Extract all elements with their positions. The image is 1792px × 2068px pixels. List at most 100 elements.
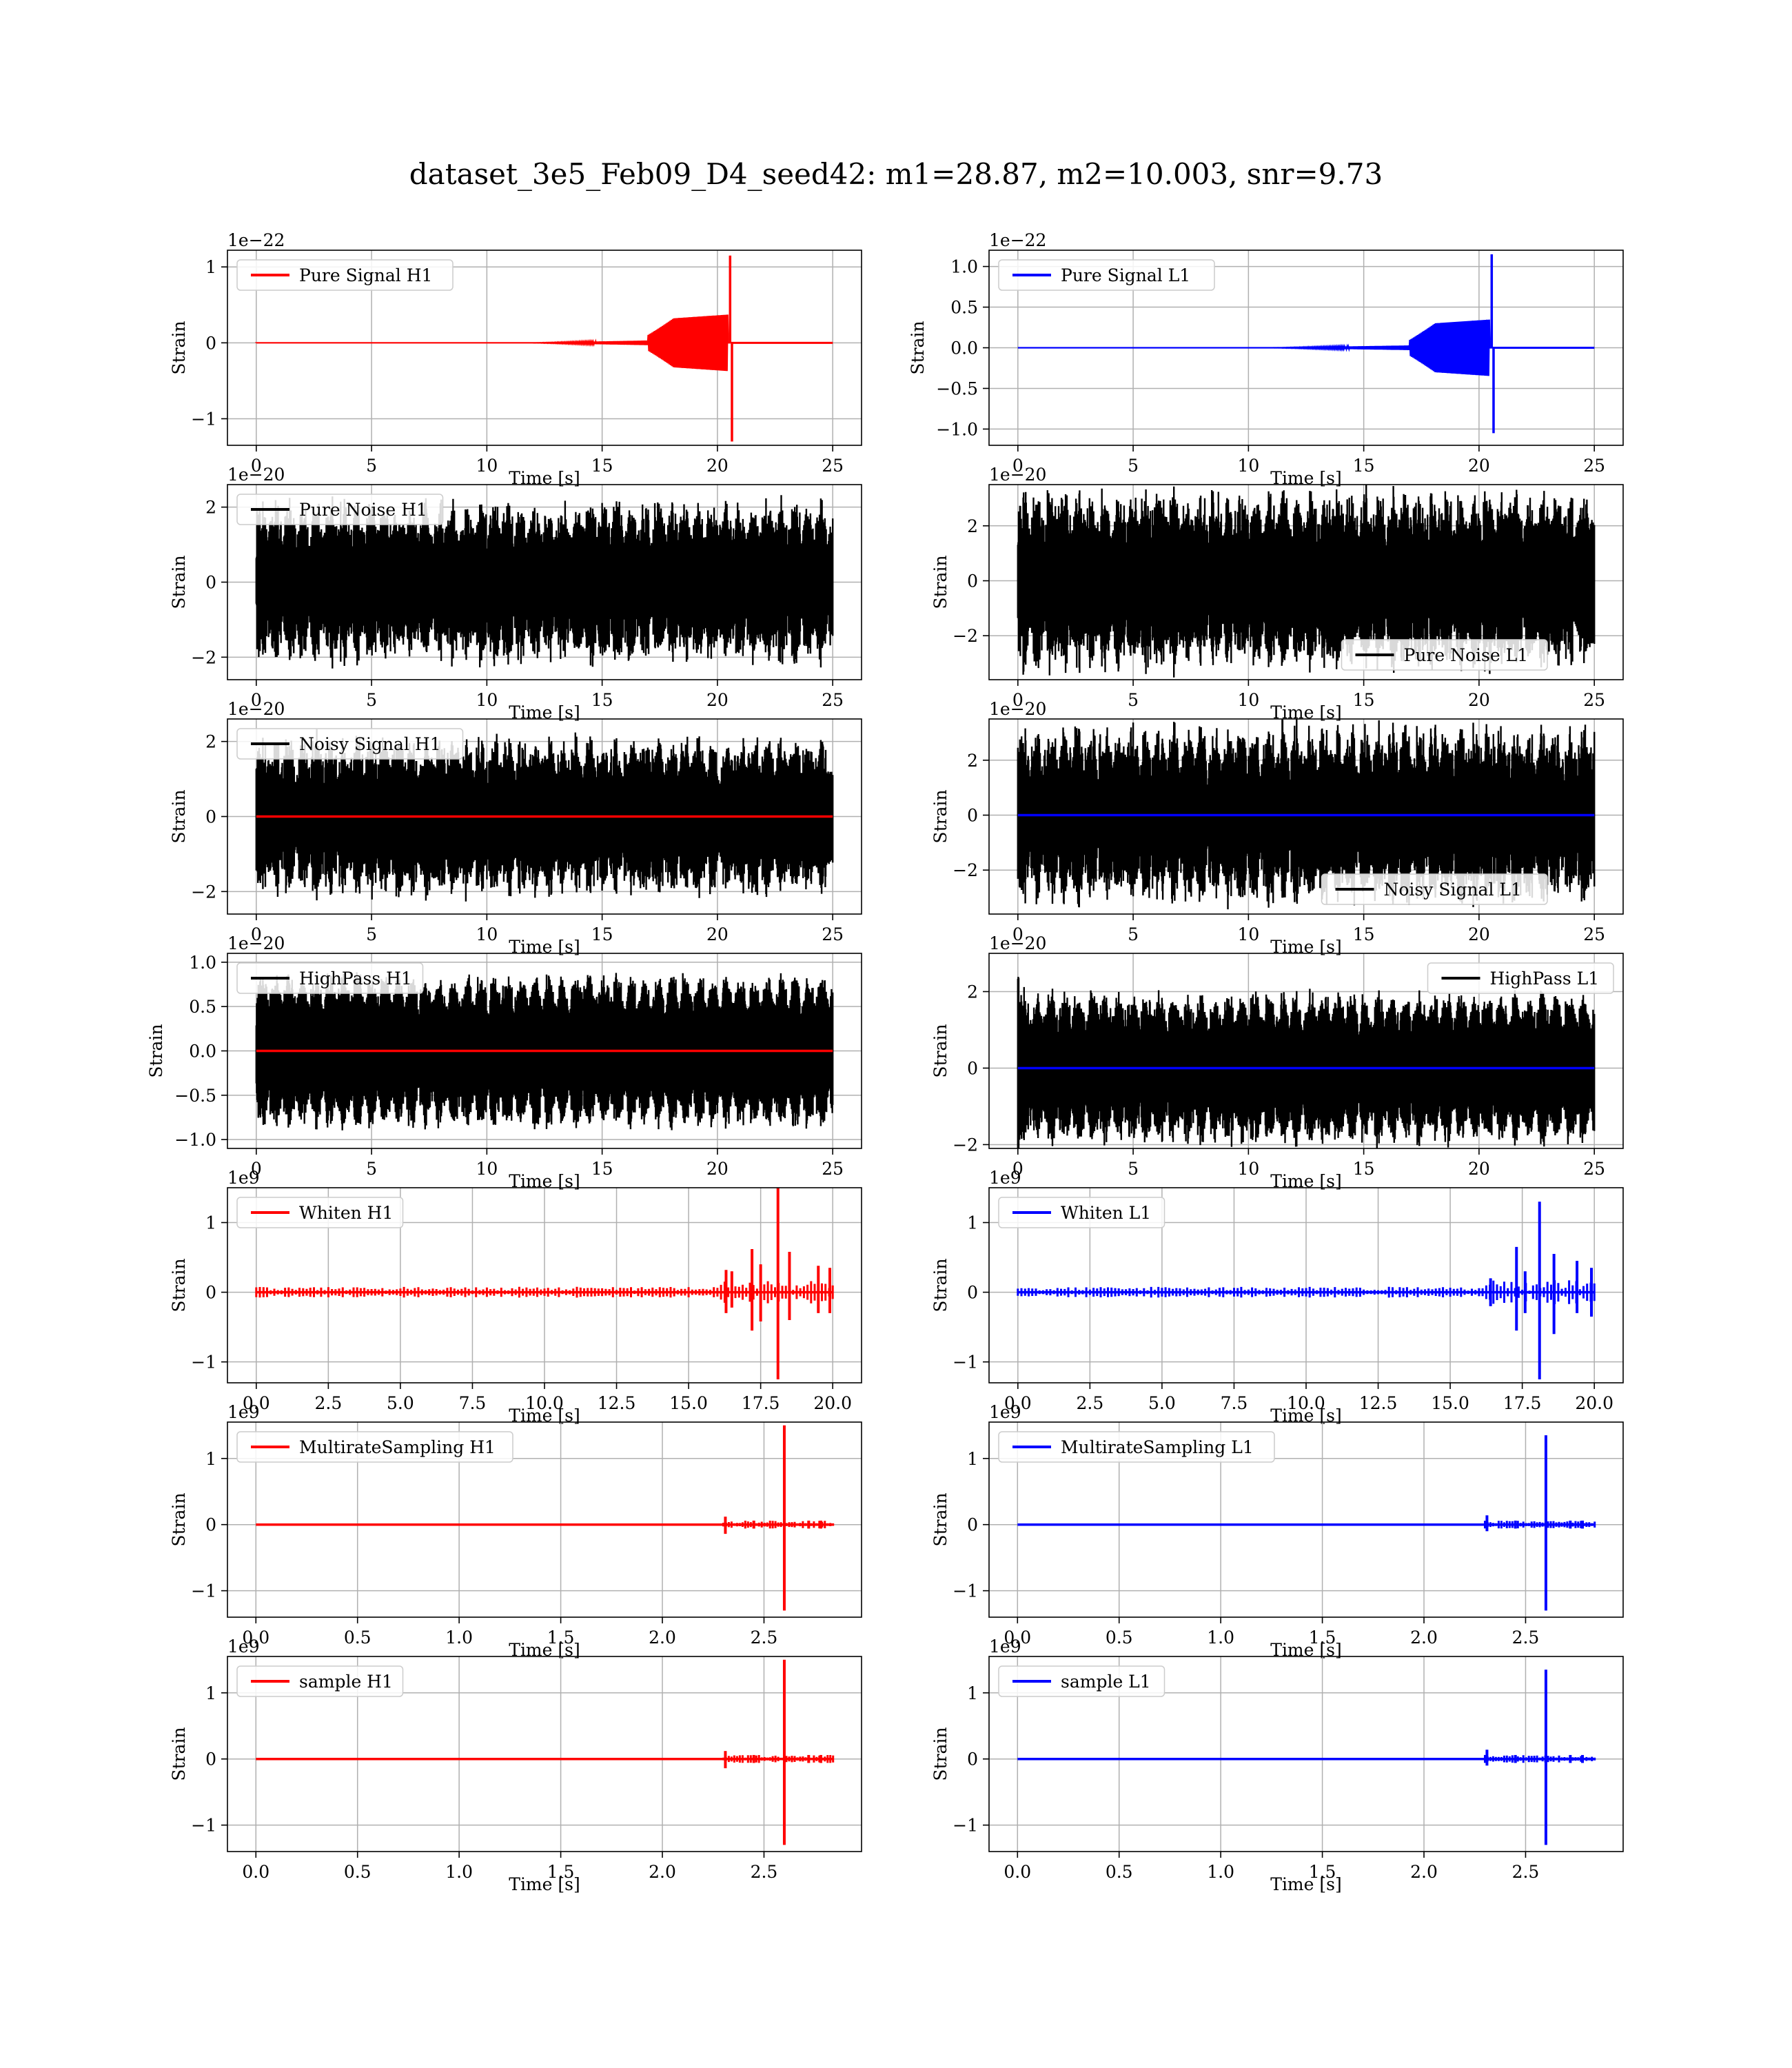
legend-box — [236, 962, 424, 994]
x-tick-label: 7.5 — [1221, 1393, 1248, 1413]
y-axis-label: Strain — [169, 1258, 189, 1312]
y-tick-label: 1 — [205, 257, 216, 277]
y-tick-label: 0.5 — [189, 997, 216, 1017]
axes-frame — [988, 484, 1624, 680]
y-tick-label: −1 — [191, 409, 216, 429]
x-tick-label: 5 — [366, 1159, 377, 1179]
x-tick-label: 25 — [1583, 1159, 1605, 1179]
x-tick-label: 20 — [706, 690, 729, 710]
y-axis-label: Strain — [930, 1492, 950, 1546]
y-tick-label: 0 — [967, 1058, 978, 1078]
x-tick-label: 10 — [1237, 456, 1259, 476]
axis-offset-label: 1e9 — [227, 1168, 260, 1188]
legend: HighPass H1 — [236, 962, 424, 994]
figure-title: dataset_3e5_Feb09_D4_seed42: m1=28.87, m… — [409, 157, 1383, 191]
data-area — [1017, 1202, 1596, 1379]
y-axis-label: Strain — [146, 1024, 166, 1077]
x-tick-label: 1.0 — [445, 1862, 473, 1882]
axes-frame — [988, 953, 1624, 1149]
y-axis-label: Strain — [169, 321, 189, 374]
y-axis-label: Strain — [930, 789, 950, 843]
axes-frame — [988, 1656, 1624, 1852]
legend: Pure Signal L1 — [998, 259, 1215, 291]
y-axis-label: Strain — [169, 555, 189, 609]
data-area — [1017, 1435, 1596, 1611]
y-tick-label: −1 — [191, 1352, 216, 1372]
x-tick-label: 25 — [1583, 690, 1605, 710]
x-tick-label: 1.5 — [547, 1628, 575, 1648]
legend: Noisy Signal H1 — [236, 728, 464, 760]
y-axis-label: Strain — [930, 1024, 950, 1077]
axes-frame — [227, 1421, 862, 1618]
x-tick-label: 1.5 — [1309, 1628, 1336, 1648]
data-area — [1017, 254, 1595, 434]
x-tick-label: 0.0 — [242, 1628, 269, 1648]
x-tick-label: 20.0 — [813, 1393, 852, 1413]
legend: Pure Signal H1 — [236, 259, 454, 291]
y-tick-label: −1.0 — [174, 1130, 216, 1150]
legend-box — [236, 1197, 404, 1228]
legend: Whiten H1 — [236, 1197, 404, 1228]
axis-offset-label: 1e−20 — [989, 699, 1046, 719]
data-area — [1017, 485, 1596, 678]
data-area — [256, 1425, 835, 1611]
y-tick-label: 0.0 — [189, 1042, 216, 1062]
data-area — [1017, 977, 1596, 1148]
legend-label: Noisy Signal L1 — [1384, 880, 1522, 900]
legend-label: Pure Signal L1 — [1061, 265, 1190, 285]
axis-offset-label: 1e−20 — [989, 465, 1046, 485]
x-tick-label: 5 — [366, 924, 377, 944]
legend: MultirateSampling L1 — [998, 1431, 1275, 1463]
y-tick-label: 0 — [205, 1283, 216, 1303]
x-tick-label: 0.5 — [1106, 1862, 1133, 1882]
y-tick-label: −2 — [953, 626, 978, 646]
axis-offset-label: 1e−20 — [227, 465, 285, 485]
panel-sample-l1: 0.0 0.5 1.0 1.5 2.0 2.5 −1 0 1 1e9 Time [s] Strain s… — [930, 1636, 1624, 1894]
x-tick-label: 15 — [1353, 456, 1375, 476]
x-tick-label: 10 — [476, 1159, 498, 1179]
x-tick-label: 0.5 — [1106, 1628, 1133, 1648]
legend: MultirateSampling H1 — [236, 1431, 513, 1463]
x-tick-label: 10 — [476, 690, 498, 710]
axes-frame — [227, 250, 862, 446]
x-tick-label: 20 — [706, 456, 729, 476]
legend-box — [1341, 639, 1548, 671]
legend: sample L1 — [998, 1665, 1165, 1697]
x-tick-label: 10.0 — [525, 1393, 564, 1413]
y-tick-label: −1 — [191, 1816, 216, 1836]
x-tick-label: 20 — [706, 924, 729, 944]
x-tick-label: 5 — [366, 456, 377, 476]
x-tick-label: 25 — [822, 456, 844, 476]
x-tick-label: 0.0 — [1004, 1862, 1031, 1882]
y-tick-label: 2 — [205, 732, 216, 752]
axis-offset-label: 1e9 — [989, 1168, 1021, 1188]
x-tick-label: 0.0 — [1004, 1628, 1031, 1648]
axis-offset-label: 1e−20 — [227, 933, 285, 953]
y-tick-label: 2 — [967, 751, 978, 771]
x-tick-label: 2.5 — [314, 1393, 342, 1413]
x-tick-label: 0 — [251, 690, 262, 710]
legend-box — [236, 728, 464, 760]
legend-box — [1321, 873, 1548, 905]
axis-offset-label: 1e9 — [227, 1402, 260, 1422]
x-tick-label: 20 — [1468, 690, 1490, 710]
y-tick-label: 1 — [205, 1213, 216, 1233]
y-tick-label: −1 — [953, 1816, 978, 1836]
axis-offset-label: 1e9 — [227, 1636, 260, 1656]
data-area — [255, 255, 833, 442]
x-tick-label: 5 — [1128, 1159, 1139, 1179]
y-axis-label: Strain — [930, 1727, 950, 1781]
axes-frame — [988, 718, 1624, 915]
legend: Pure Noise L1 — [1341, 639, 1548, 671]
panel-whiten-h1: 0.0 2.5 5.0 7.5 10.0 12.5 15.0 17.5 20.0−1011e9T… — [169, 1168, 862, 1426]
x-tick-label: 0 — [1012, 1159, 1024, 1179]
x-tick-label: 15 — [591, 924, 613, 944]
x-tick-label: 25 — [1583, 456, 1605, 476]
y-tick-label: 1.0 — [950, 257, 978, 277]
y-tick-label: −1 — [191, 1581, 216, 1601]
x-tick-label: 7.5 — [459, 1393, 487, 1413]
y-tick-label: −1.0 — [936, 419, 978, 439]
